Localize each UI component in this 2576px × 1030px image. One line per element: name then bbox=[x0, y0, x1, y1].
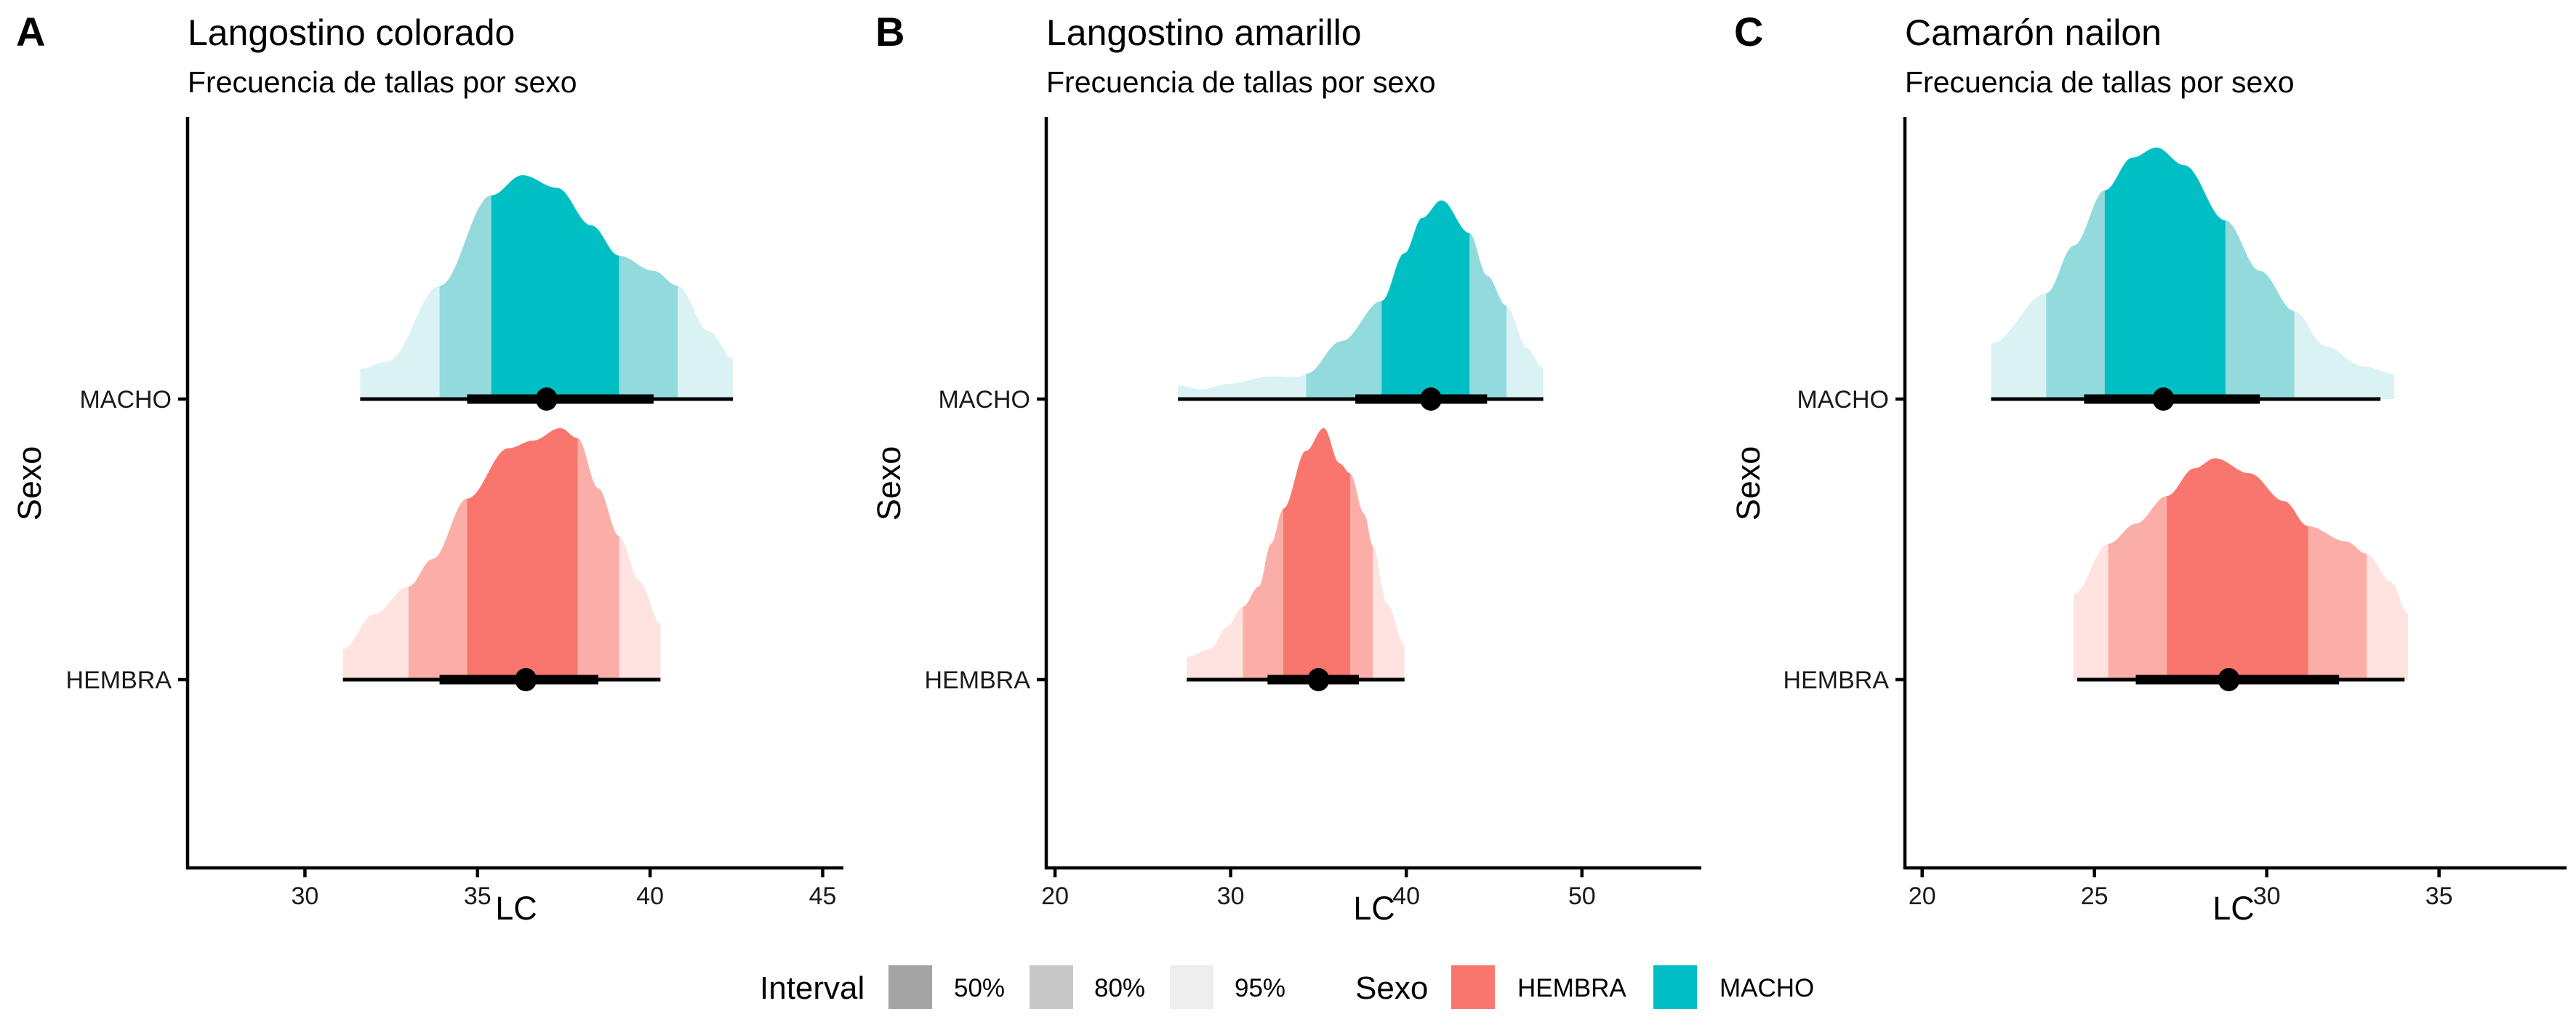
y-axis-title: Sexo bbox=[11, 446, 48, 521]
x-tick-label: 40 bbox=[636, 882, 664, 910]
panel-title: Langostino amarillo bbox=[1046, 12, 1362, 53]
x-tick-label: 35 bbox=[2425, 882, 2453, 910]
y-tick-label-macho: MACHO bbox=[79, 386, 172, 414]
slab-band-50-macho bbox=[491, 175, 619, 399]
x-tick-label: 20 bbox=[1041, 882, 1069, 910]
y-tick-label-hembra: HEMBRA bbox=[925, 667, 1031, 694]
y-tick-label-hembra: HEMBRA bbox=[1783, 667, 1890, 694]
y-axis-title: Sexo bbox=[870, 446, 907, 521]
legend-interval-title: Interval bbox=[760, 970, 864, 1006]
y-tick-label-macho: MACHO bbox=[1797, 386, 1889, 414]
slab-macho bbox=[1991, 148, 2394, 411]
x-axis-title: LC bbox=[2212, 890, 2255, 927]
legend-sexo-title: Sexo bbox=[1355, 970, 1428, 1006]
panel-title: Langostino colorado bbox=[188, 12, 515, 53]
panel-letter: C bbox=[1734, 9, 1763, 55]
x-tick-label: 30 bbox=[2253, 882, 2281, 910]
legend-swatch-80 bbox=[1030, 965, 1073, 1009]
legend-swatch-macho bbox=[1653, 965, 1697, 1009]
legend-swatch-95 bbox=[1170, 965, 1213, 1009]
x-tick-label: 20 bbox=[1909, 882, 1936, 910]
slab-band-50-macho bbox=[1381, 200, 1470, 399]
panel-a: A Langostino colorado Frecuencia de tall… bbox=[11, 9, 843, 927]
legend-label-50: 50% bbox=[954, 974, 1005, 1002]
x-tick-label: 45 bbox=[809, 882, 837, 910]
legend-label-80: 80% bbox=[1094, 974, 1145, 1002]
slab-band-50-hembra bbox=[2167, 458, 2308, 680]
x-tick-label: 50 bbox=[1568, 882, 1596, 910]
slab-band-50-hembra bbox=[467, 428, 578, 680]
slab-hembra bbox=[1187, 428, 1405, 691]
panel-subtitle: Frecuencia de tallas por sexo bbox=[1905, 65, 2295, 99]
point-estimate-macho bbox=[535, 387, 558, 411]
panel-title: Camarón nailon bbox=[1905, 12, 2162, 53]
slab-macho bbox=[360, 175, 734, 411]
slab-band-50-hembra bbox=[1283, 428, 1350, 680]
slab-hembra bbox=[2074, 458, 2408, 691]
plot-area: 20 25 30 35 HEMBRA MACHO bbox=[1783, 117, 2567, 910]
slab-band-50-macho bbox=[2104, 148, 2226, 399]
panel-c: C Camarón nailon Frecuencia de tallas po… bbox=[1730, 9, 2567, 927]
plot-area: 20 30 40 50 HEMBRA MACHO bbox=[925, 117, 1701, 910]
x-tick-label: 35 bbox=[464, 882, 491, 910]
panel-subtitle: Frecuencia de tallas por sexo bbox=[1046, 65, 1436, 99]
legend-swatch-50 bbox=[888, 965, 932, 1009]
panel-b: B Langostino amarillo Frecuencia de tall… bbox=[870, 9, 1701, 927]
x-tick-label: 30 bbox=[1217, 882, 1245, 910]
x-axis-title: LC bbox=[1353, 890, 1395, 927]
legend-swatch-hembra bbox=[1451, 965, 1495, 1009]
x-tick-label: 25 bbox=[2081, 882, 2108, 910]
y-tick-label-macho: MACHO bbox=[938, 386, 1030, 414]
legend-label-macho: MACHO bbox=[1720, 974, 1814, 1002]
x-axis-title: LC bbox=[495, 890, 537, 927]
x-tick-label: 30 bbox=[291, 882, 318, 910]
panel-letter: A bbox=[16, 9, 45, 55]
panel-subtitle: Frecuencia de tallas por sexo bbox=[188, 65, 577, 99]
point-estimate-macho bbox=[1420, 387, 1443, 411]
plot-area: 30 35 40 45 HEMBRA MACHO bbox=[66, 117, 843, 910]
point-estimate-hembra bbox=[515, 668, 537, 691]
x-tick-label: 40 bbox=[1392, 882, 1420, 910]
legend-label-95: 95% bbox=[1235, 974, 1285, 1002]
slab-macho bbox=[1178, 200, 1544, 411]
point-estimate-hembra bbox=[2218, 668, 2240, 691]
legend-label-hembra: HEMBRA bbox=[1517, 974, 1626, 1002]
y-axis-title: Sexo bbox=[1730, 446, 1767, 521]
point-estimate-hembra bbox=[1307, 668, 1330, 691]
point-estimate-macho bbox=[2152, 387, 2175, 411]
y-tick-label-hembra: HEMBRA bbox=[66, 667, 172, 694]
legend: Interval 50% 80% 95% Sexo HEMBRA MACHO bbox=[760, 965, 1814, 1009]
slab-hembra bbox=[342, 428, 661, 691]
panel-letter: B bbox=[875, 9, 904, 55]
